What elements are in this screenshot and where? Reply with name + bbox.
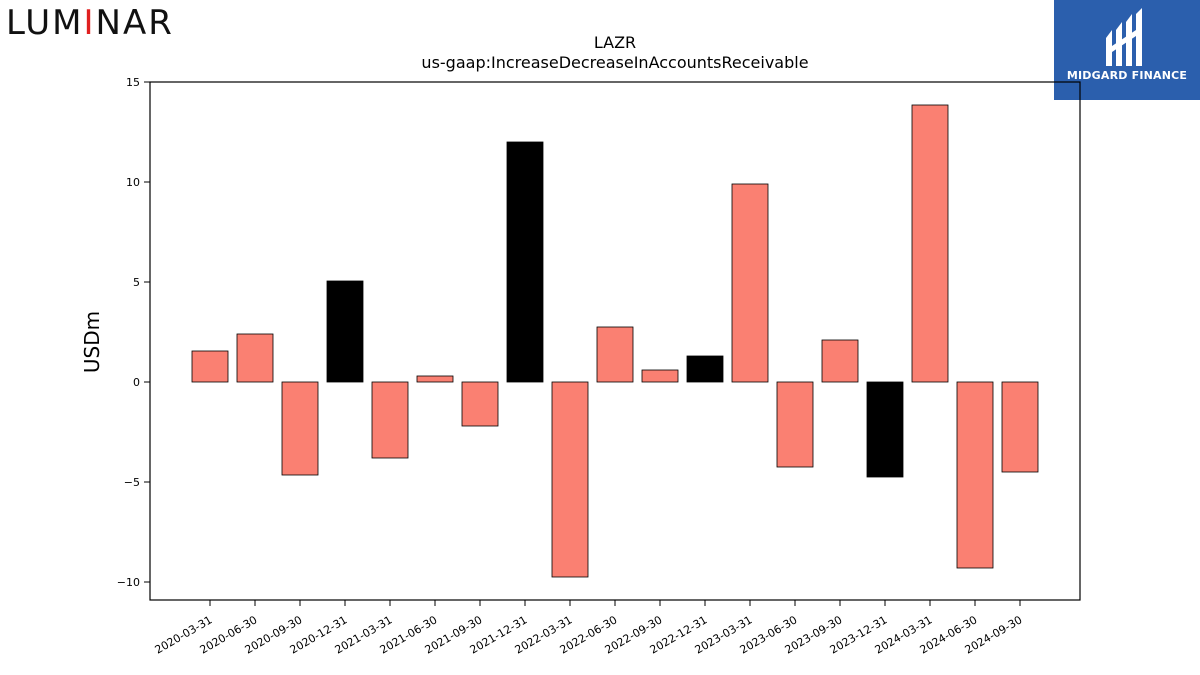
midgard-finance-logo: MIDGARD FINANCE	[1054, 0, 1200, 100]
svg-text:LUMINAR: LUMINAR	[6, 3, 174, 40]
bar-2021-06-30	[416, 375, 454, 383]
midgard-emblem-icon	[1106, 8, 1142, 66]
bar-2024-06-30	[956, 381, 994, 569]
y-tick-label: 10	[126, 176, 140, 189]
x-axis-ticks: 2020-03-312020-06-302020-09-302020-12-31…	[153, 600, 1025, 657]
y-tick-label: −5	[124, 476, 140, 489]
y-axis-ticks: 15 10 5 0 −5 −10	[117, 76, 150, 589]
bar-2021-09-30	[461, 381, 499, 427]
bar-2021-12-31	[506, 141, 544, 383]
bar-2023-09-30	[821, 339, 859, 383]
bar-2020-06-30	[236, 333, 274, 383]
bar-2020-09-30	[281, 381, 319, 476]
bar-2024-09-30	[1001, 381, 1039, 473]
logo-part-1: LUM	[6, 3, 83, 40]
y-tick-label: 0	[133, 376, 140, 389]
bar-2023-03-31	[731, 183, 769, 383]
bar-2020-03-31	[191, 350, 229, 383]
bar-2022-12-31	[686, 355, 724, 383]
bar-2020-12-31	[326, 280, 364, 383]
y-axis-label: USDm	[80, 311, 104, 373]
logo-i: I	[83, 3, 95, 40]
bars-group	[191, 104, 1039, 578]
plot-frame	[149, 81, 1081, 601]
luminar-logo: LUMINAR	[6, 2, 206, 44]
bar-2023-12-31	[866, 381, 904, 478]
bar-2022-03-31	[551, 381, 589, 578]
bar-2022-06-30	[596, 326, 634, 383]
y-tick-label: 15	[126, 76, 140, 89]
y-tick-label: 5	[133, 276, 140, 289]
bar-2024-03-31	[911, 104, 949, 383]
bar-2022-09-30	[641, 369, 679, 383]
chart-title: LAZR	[594, 33, 636, 52]
bar-2023-06-30	[776, 381, 814, 468]
bar-2021-03-31	[371, 381, 409, 459]
y-tick-label: −10	[117, 576, 140, 589]
logo-part-2: NAR	[96, 3, 174, 40]
midgard-finance-text: MIDGARD FINANCE	[1066, 69, 1188, 82]
chart-subtitle: us-gaap:IncreaseDecreaseInAccountsReceiv…	[421, 53, 808, 72]
